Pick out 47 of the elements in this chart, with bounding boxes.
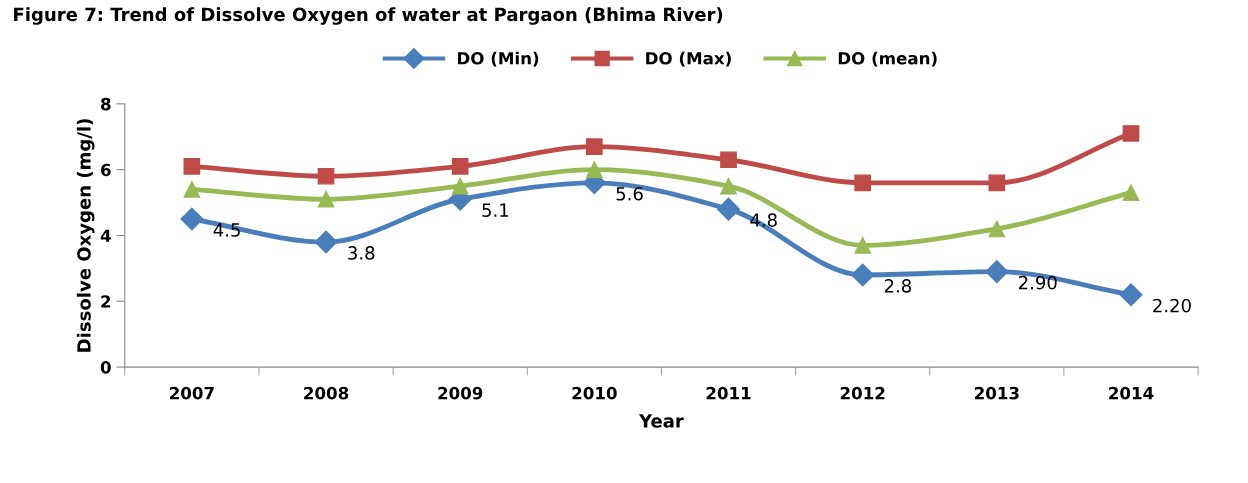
point: [720, 151, 737, 169]
data-label: 2.8: [884, 279, 911, 293]
data-label: 3.8: [348, 246, 375, 260]
point: [851, 263, 875, 287]
y-tick-label: 6: [101, 163, 111, 177]
point: [988, 220, 1006, 238]
x-tick-label: 2014: [1109, 386, 1154, 400]
point: [183, 181, 201, 198]
x-tick-label: 2009: [438, 386, 483, 400]
point: [451, 158, 469, 175]
x-tick-label: 2013: [974, 386, 1019, 400]
y-tick-label: 4: [100, 229, 111, 242]
y-tick-label: 8: [101, 97, 111, 111]
x-axis-title: Year: [638, 414, 684, 428]
legend-label: DO (Min): [457, 51, 539, 67]
y-tick-label: 2: [101, 295, 111, 308]
point: [854, 236, 872, 254]
point: [317, 167, 335, 185]
x-tick-label: 2008: [304, 386, 349, 400]
point: [586, 161, 603, 178]
point: [985, 260, 1009, 284]
point: [1122, 184, 1140, 202]
data-label: 2.20: [1153, 298, 1191, 313]
point: [183, 158, 201, 175]
x-tick-label: 2011: [706, 386, 751, 400]
x-tick-label: 2012: [840, 386, 885, 400]
point: [451, 177, 469, 195]
data-label: 2.90: [1019, 275, 1057, 290]
point: [586, 138, 603, 155]
x-tick-label: 2007: [170, 386, 214, 400]
point: [717, 197, 741, 221]
legend-label: DO (mean): [838, 51, 937, 67]
point: [1122, 125, 1140, 142]
point: [180, 207, 204, 231]
point: [314, 230, 338, 254]
point: [854, 174, 872, 192]
point: [317, 190, 335, 208]
y-tick-label: 0: [100, 361, 111, 374]
point: [988, 174, 1006, 192]
data-label: 5.1: [482, 203, 509, 218]
data-label: 5.6: [616, 186, 643, 201]
x-tick-label: 2010: [572, 386, 617, 400]
chart-title: Figure 7: Trend of Dissolve Oxygen of water at Pargaon (Bhima River): [14, 7, 723, 25]
point: [1119, 283, 1143, 307]
y-axis-title: Dissolve Oxygen (mg/l): [76, 119, 95, 352]
point: [720, 177, 737, 195]
legend-label: DO (Max): [646, 51, 731, 67]
